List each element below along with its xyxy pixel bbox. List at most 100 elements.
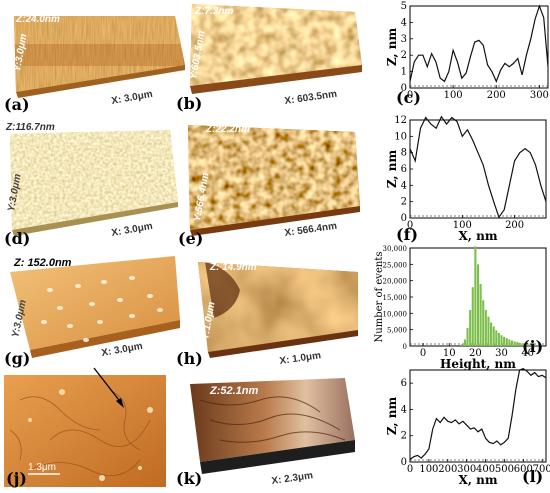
y-tick-label: 5,000 (387, 327, 407, 335)
histogram-bar (492, 326, 495, 346)
x-tick-label: 100 (453, 220, 472, 231)
histogram-bar (539, 345, 542, 346)
histogram-bar (484, 310, 487, 346)
profile-chart-f: 0 100 200 0 2 4 6 8 10 12 X, nm Z, nm (385, 115, 547, 243)
panel-label-b: (b) (176, 94, 202, 113)
profile-chart-c: 0 100 200 300 0 1 2 3 4 5 Z, nm (385, 1, 549, 101)
x-tick-label: 200 (487, 90, 506, 101)
y-tick-label: 8 (401, 148, 407, 159)
histogram-bar (469, 310, 472, 346)
histogram-bar (524, 343, 527, 346)
afm-edge-k (200, 440, 355, 474)
panel-label-d: (d) (4, 229, 30, 248)
x-tick-label: 30 (495, 348, 508, 359)
panel-label-l: (l) (522, 467, 543, 486)
afm-image-a (14, 16, 185, 92)
afm-contours-j (9, 389, 151, 477)
histogram-bar (505, 338, 508, 346)
plot-frame (409, 369, 547, 463)
x-tick-label: 0 (420, 348, 426, 359)
x-scale-label-h: X: 1.0μm (279, 350, 322, 367)
y-tick-label: 5 (401, 1, 407, 12)
x-tick-label: 300 (457, 464, 476, 475)
y-axis-label: Number of events (374, 252, 385, 343)
afm-image-k (190, 378, 355, 462)
y-tick-label: 4 (401, 17, 407, 28)
histogram-bar (490, 322, 493, 346)
panel-h: Z: 14.9nm Y:1.0μm X: 1.0μm (h) (176, 262, 358, 368)
panel-label-f: (f) (396, 225, 418, 244)
y-axis-label: Z, nm (385, 150, 399, 189)
afm-edge-b (190, 65, 362, 94)
x-tick-label: 200 (505, 220, 524, 231)
histogram-bar (516, 342, 519, 346)
x-tick-label: 10 (443, 348, 456, 359)
y-tick-label: 3 (401, 34, 407, 45)
y-tick-label: 0 (401, 457, 407, 468)
y-tick-label: 2 (401, 431, 407, 442)
histogram-bar (471, 287, 474, 346)
histogram-bar (487, 316, 490, 346)
y-tick-label: 10,000 (383, 310, 408, 318)
histogram-bar (463, 339, 466, 346)
afm-image-e (188, 125, 360, 230)
panel-g: Z: 152.0nm Y:3.0μm X: 3.0μm (g) (4, 256, 180, 368)
afm-edge-a (16, 65, 185, 98)
histogram-bar (510, 340, 514, 346)
afm-edge-h (208, 330, 358, 358)
y-tick-label: 2 (401, 197, 407, 208)
panel-label-i: (i) (522, 337, 543, 356)
histogram-bar (529, 344, 532, 346)
x-tick-label: 300 (530, 90, 549, 101)
y-tick-label: 15,000 (383, 294, 408, 302)
panel-e: Z:22.2nm Y:566.4nm X: 566.4nm (e) (178, 124, 360, 248)
afm-steps-k (199, 396, 346, 443)
panel-label-j: (j) (6, 469, 27, 488)
histogram-bar (518, 342, 521, 346)
histogram-bar (474, 246, 477, 346)
panel-label-k: (k) (176, 469, 202, 488)
panel-label-e: (e) (178, 229, 203, 248)
histogram-bar (461, 344, 464, 346)
panel-label-g: (g) (4, 349, 30, 368)
z-scale-label-h: Z: 14.9nm (209, 262, 257, 273)
x-scale-label-g: X: 3.0μm (101, 341, 144, 359)
histogram-bar (497, 332, 500, 346)
y-tick-label: 6 (401, 164, 407, 175)
x-scale-label-b: X: 603.5nm (284, 89, 338, 107)
panel-label-a: (a) (4, 95, 30, 114)
z-scale-label-b: Z:7.3nm (194, 6, 233, 17)
panel-j: 1.3μm (j) (4, 367, 166, 488)
z-scale-label-g: Z: 152.0nm (13, 257, 72, 269)
histogram-bar (503, 336, 506, 346)
panel-d: Z:116.7nm Y:3.0μm X: 3.0μm (d) (4, 122, 178, 248)
afm-edge-e (190, 206, 360, 236)
histogram-bar (534, 344, 537, 346)
x-axis-label: X, nm (458, 473, 497, 487)
y-tick-label: 2 (401, 50, 407, 61)
x-tick-label: 500 (495, 464, 514, 475)
x-tick-label: 100 (419, 464, 438, 475)
profile-line (409, 4, 549, 83)
panel-label-c: (c) (396, 88, 421, 107)
plot-frame (409, 5, 549, 89)
z-scale-label-e: Z:22.2nm (205, 124, 250, 135)
histogram-bar (521, 343, 524, 346)
x-tick-label: 200 (438, 464, 457, 475)
afm-image-g (10, 256, 180, 350)
plot-frame (409, 119, 547, 219)
x-tick-label: 700 (533, 464, 550, 475)
afm-particles-j (28, 389, 153, 481)
y-tick-label: 6 (401, 378, 407, 389)
x-scale-label-e: X: 566.4nm (284, 221, 338, 239)
arrow-j (93, 367, 123, 405)
x-tick-label: 0 (407, 90, 413, 101)
y-axis-label: Z, nm (385, 28, 399, 67)
histogram-bar (531, 344, 534, 346)
z-scale-label-d: Z:116.7nm (5, 122, 55, 133)
y-tick-label: 10 (394, 131, 407, 142)
afm-particles-g (41, 276, 163, 342)
x-tick-label: 100 (444, 90, 463, 101)
afm-edge-d (12, 202, 178, 236)
